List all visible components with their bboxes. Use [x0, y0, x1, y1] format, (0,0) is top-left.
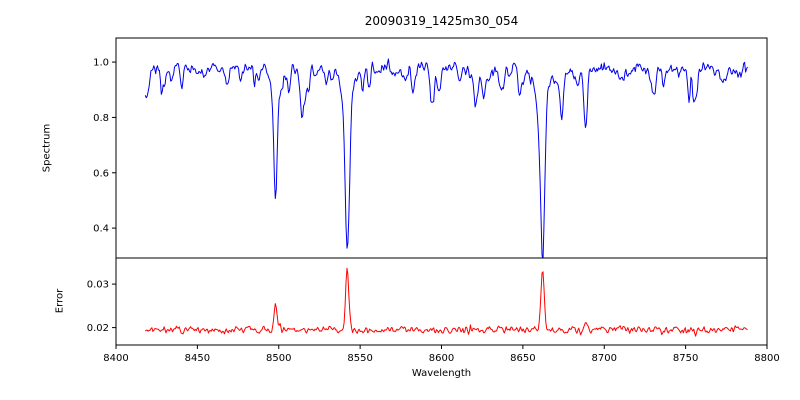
- x-tick-label: 8450: [185, 353, 210, 364]
- x-tick-label: 8750: [673, 353, 698, 364]
- top-panel-border: [115, 37, 768, 259]
- y-tick-label-spectrum: 0.4: [93, 224, 109, 235]
- x-tick-label: 8600: [429, 353, 454, 364]
- y-tick-label-error: 0.02: [87, 323, 109, 334]
- x-tick-label: 8550: [347, 353, 372, 364]
- chart-title: 20090319_1425m30_054: [364, 14, 519, 28]
- x-tick-label: 8650: [510, 353, 535, 364]
- x-tick-label: 8500: [266, 353, 291, 364]
- x-tick-label: 8800: [754, 353, 779, 364]
- x-axis-label: Wavelength: [411, 368, 472, 379]
- y-tick-label-error: 0.03: [87, 280, 109, 291]
- x-tick-label: 8400: [103, 353, 128, 364]
- spectrum-line: [144, 58, 748, 258]
- x-tick-label: 8700: [592, 353, 617, 364]
- y-tick-label-spectrum: 0.6: [93, 168, 109, 179]
- error-line: [144, 267, 748, 337]
- y-tick-label-spectrum: 0.8: [93, 113, 109, 124]
- y-tick-label-spectrum: 1.0: [93, 58, 109, 69]
